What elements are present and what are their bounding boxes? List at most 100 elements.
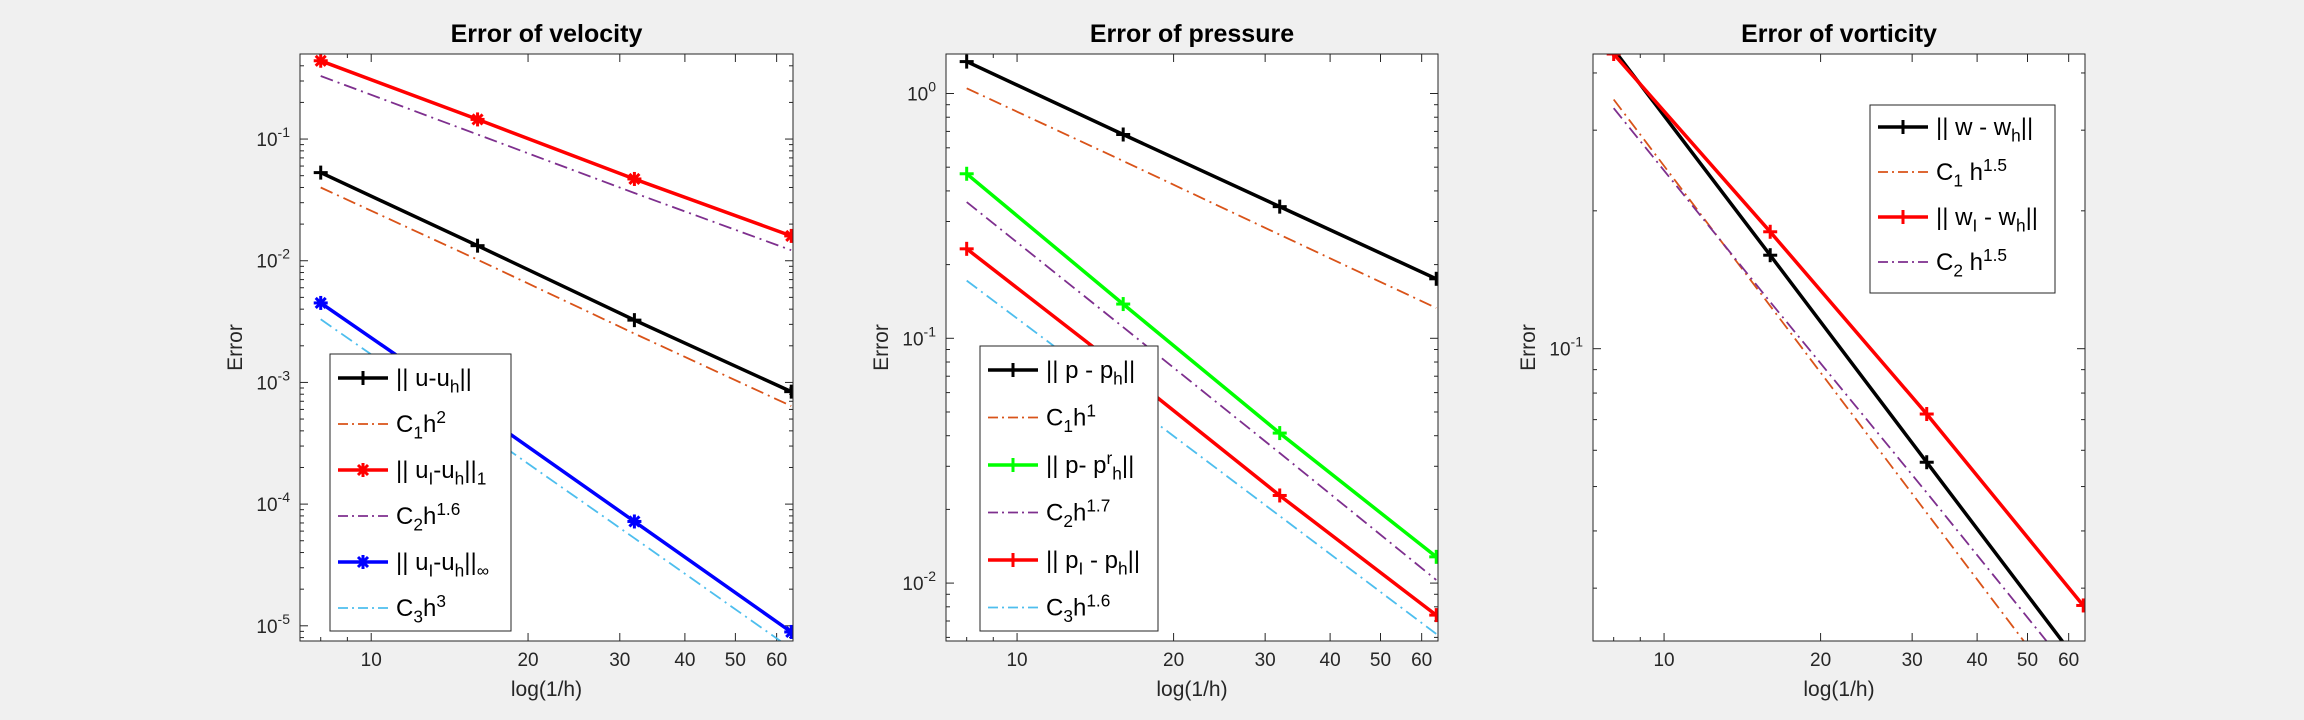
legend-label: || w - wh​|| bbox=[1936, 114, 2033, 146]
x-tick-label: 30 bbox=[609, 650, 630, 671]
axes-box bbox=[1592, 53, 2086, 642]
chart-title: Error of pressure bbox=[1090, 20, 1294, 48]
x-tick-label: 10 bbox=[361, 650, 382, 671]
legend-label: || wI​ - wh​|| bbox=[1936, 204, 2038, 236]
data-point bbox=[959, 54, 974, 69]
series-line-1 bbox=[1614, 54, 2065, 641]
legend: || p - ph​|| C1​h1​ || p- pr​h​|| C2​h1.7​ |… bbox=[979, 345, 1159, 632]
legend-label: || uI​-uh​||∞​ bbox=[396, 549, 489, 581]
data-point bbox=[313, 295, 328, 310]
legend-marker bbox=[1006, 458, 1020, 472]
data-point bbox=[470, 238, 485, 253]
x-axis-label: log(1/h) bbox=[1803, 678, 1874, 701]
x-tick-label: 50 bbox=[1370, 650, 1391, 671]
legend-box bbox=[329, 353, 512, 632]
series-line-2 bbox=[966, 87, 1437, 309]
series-line-3 bbox=[320, 59, 792, 238]
series-line-2 bbox=[320, 186, 792, 407]
data-point bbox=[959, 241, 974, 256]
data-point bbox=[1116, 297, 1131, 312]
series-group bbox=[313, 54, 793, 641]
legend-item: C2​h1.7​ bbox=[988, 495, 1110, 531]
x-tick-label: 10 bbox=[1006, 650, 1027, 671]
legend-label: C1​h1​ bbox=[1046, 400, 1096, 436]
x-ticks: 10 20 30 40 50 60 bbox=[1613, 54, 2079, 671]
x-ticks: 10 20 30 40 50 60 bbox=[966, 54, 1432, 671]
data-point bbox=[627, 514, 642, 529]
series-line-4 bbox=[966, 201, 1437, 581]
data-point bbox=[1919, 455, 1934, 470]
legend-marker bbox=[1006, 553, 1020, 567]
x-tick-label: 60 bbox=[766, 650, 787, 671]
chart-panel-2: Error of pressure log(1/h) Error 10 20 30 40 50… bbox=[870, 20, 1439, 701]
x-tick-label: 40 bbox=[1320, 650, 1341, 671]
data-point bbox=[1763, 248, 1778, 263]
data-point bbox=[1429, 271, 1438, 286]
x-tick-label: 40 bbox=[674, 650, 695, 671]
x-axis-label: log(1/h) bbox=[1156, 678, 1227, 701]
legend: || u-uh​|| C1​h2​ || uI​-uh​||1​ C2​h1.6​ ||… bbox=[329, 353, 512, 632]
y-axis-label: Error bbox=[870, 324, 893, 371]
legend-label: C3​h3​ bbox=[396, 591, 446, 627]
series-line-3 bbox=[965, 172, 1438, 559]
legend-label: C2​h1.7​ bbox=[1046, 495, 1110, 531]
series-group bbox=[1606, 54, 2085, 641]
y-tick-label: 10-4 bbox=[256, 489, 290, 516]
legend-item: || wI​ - wh​|| bbox=[1878, 204, 2038, 236]
series-line-1 bbox=[965, 60, 1437, 281]
legend-item: || pI​ - ph​|| bbox=[988, 547, 1140, 579]
data-point bbox=[1606, 54, 1621, 61]
legend-label: C1​h2​ bbox=[396, 407, 446, 443]
series-line-5 bbox=[965, 247, 1438, 617]
data-point bbox=[959, 166, 974, 181]
legend-label: || p- pr​h​|| bbox=[1046, 448, 1134, 484]
legend-item: C3​h3​ bbox=[338, 591, 446, 627]
x-tick-label: 20 bbox=[1810, 650, 1831, 671]
series-line-2 bbox=[1612, 98, 2025, 641]
data-point bbox=[1919, 407, 1934, 422]
data-point bbox=[1763, 224, 1778, 239]
data-point bbox=[313, 54, 328, 68]
data-point bbox=[784, 384, 793, 399]
legend-item: || uI​-uh​||1​ bbox=[338, 457, 486, 489]
x-tick-label: 30 bbox=[1902, 650, 1923, 671]
data-point bbox=[1429, 549, 1438, 564]
x-tick-label: 10 bbox=[1653, 650, 1674, 671]
series-line-4 bbox=[320, 75, 792, 252]
legend-label: || uI​-uh​||1​ bbox=[396, 457, 486, 489]
legend-marker bbox=[356, 555, 370, 569]
data-point bbox=[470, 112, 485, 127]
legend-label: C3​h1.6​ bbox=[1046, 590, 1110, 626]
data-point bbox=[1116, 127, 1131, 142]
data-point bbox=[784, 228, 793, 243]
legend-item: C2​ h1.5​ bbox=[1878, 245, 2007, 281]
axes-box bbox=[945, 53, 1439, 642]
y-axis-label: Error bbox=[1517, 324, 1540, 371]
y-tick-label: 10-2 bbox=[256, 246, 290, 273]
x-tick-label: 40 bbox=[1967, 650, 1988, 671]
legend-item: C1​h1​ bbox=[988, 400, 1096, 436]
data-point bbox=[627, 313, 642, 328]
y-tick-label: 10-2 bbox=[902, 568, 936, 595]
y-tick-label: 10-1 bbox=[902, 323, 936, 350]
x-axis-label: log(1/h) bbox=[511, 678, 582, 701]
legend-label: C2​ h1.5​ bbox=[1936, 245, 2007, 281]
data-point bbox=[1272, 488, 1287, 503]
legend-item: || u-uh​|| bbox=[338, 365, 472, 397]
legend-marker bbox=[356, 463, 370, 477]
y-tick-label: 10-5 bbox=[256, 611, 290, 638]
x-tick-label: 20 bbox=[517, 650, 538, 671]
legend: || w - wh​|| C1​ h1.5​ || wI​ - wh​|| C2​ h… bbox=[1869, 104, 2056, 294]
y-ticks: 10-1 bbox=[1549, 72, 2085, 589]
legend-marker bbox=[356, 371, 370, 385]
x-ticks: 10 20 30 40 50 60 bbox=[320, 54, 787, 671]
y-ticks: 10-5 10-4 10-3 10-2 10-1 bbox=[256, 53, 793, 639]
data-point bbox=[2076, 598, 2085, 613]
legend-item: || p- pr​h​|| bbox=[988, 448, 1134, 484]
legend-label: || u-uh​|| bbox=[396, 365, 472, 397]
series-line-6 bbox=[320, 318, 782, 641]
x-tick-label: 60 bbox=[2058, 650, 2079, 671]
y-tick-label: 10-1 bbox=[256, 124, 290, 151]
data-point bbox=[784, 624, 793, 639]
